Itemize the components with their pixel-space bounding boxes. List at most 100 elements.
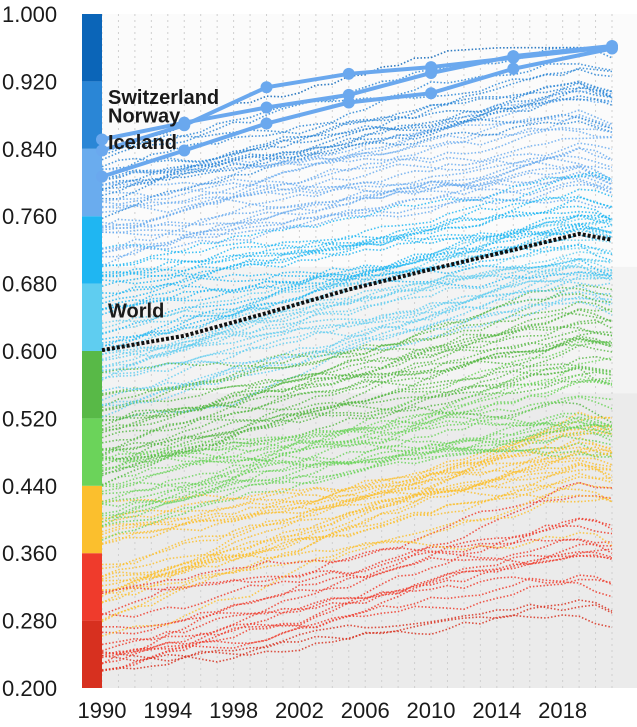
country-line <box>101 531 613 578</box>
country-line <box>101 476 613 587</box>
color-scale-segment <box>82 485 102 554</box>
country-line <box>101 468 613 591</box>
country-line <box>101 543 613 672</box>
country-line <box>101 89 613 220</box>
color-scale-segment <box>82 81 102 149</box>
x-tick-label: 2006 <box>341 698 390 723</box>
country-line <box>101 337 613 395</box>
country-line <box>101 424 613 523</box>
country-line <box>101 272 613 352</box>
country-line <box>101 482 613 621</box>
highlight-point <box>96 170 108 183</box>
country-line <box>101 257 613 421</box>
y-axis-ticks: 0.200 0.280 0.360 0.440 0.520 0.600 0.680 0.760… <box>2 2 57 701</box>
color-scale-segment <box>82 216 102 284</box>
country-line <box>101 257 613 381</box>
country-line <box>101 214 613 341</box>
country-line <box>101 599 613 671</box>
country-line <box>101 297 613 379</box>
country-line <box>101 431 613 603</box>
country-line <box>101 442 613 508</box>
y-tick-label: 0.680 <box>2 272 57 297</box>
country-line <box>101 340 613 467</box>
country-line <box>101 214 613 344</box>
country-line <box>102 412 613 486</box>
highlight-point <box>425 87 438 100</box>
series-label: Norway <box>108 106 181 128</box>
country-line <box>101 448 613 570</box>
country-line <box>101 265 613 372</box>
country-line <box>101 343 613 422</box>
x-tick-label: 1998 <box>209 698 258 723</box>
highlight-point <box>178 144 191 157</box>
country-line <box>101 555 613 652</box>
x-tick-label: 1994 <box>143 698 192 723</box>
country-lines <box>101 46 613 672</box>
color-scale-segment <box>82 553 102 621</box>
country-line <box>101 428 613 592</box>
country-line <box>101 218 613 347</box>
country-line <box>101 205 613 277</box>
country-line <box>101 357 613 528</box>
country-line <box>101 461 613 523</box>
country-line <box>101 120 613 181</box>
country-line <box>101 337 613 419</box>
color-scale-segment <box>82 283 102 351</box>
y-tick-label: 0.200 <box>2 676 57 701</box>
x-tick-label: 1990 <box>78 698 127 723</box>
country-line <box>101 244 613 283</box>
country-line <box>101 174 613 267</box>
color-scale-segment <box>82 418 102 486</box>
country-line <box>101 436 613 604</box>
country-line <box>101 517 613 635</box>
color-scale-bar <box>82 14 102 688</box>
country-line <box>101 230 613 356</box>
color-scale-segment <box>82 351 102 419</box>
country-line <box>101 126 613 231</box>
country-line <box>101 136 613 178</box>
country-line <box>101 271 613 295</box>
country-line <box>101 224 613 277</box>
country-line <box>101 86 613 200</box>
country-line <box>101 411 612 597</box>
highlight-point <box>178 119 191 132</box>
country-line <box>101 578 613 664</box>
country-line <box>101 483 613 533</box>
highlight-point <box>342 67 355 80</box>
country-line <box>101 183 613 255</box>
country-line <box>101 113 613 168</box>
country-line <box>102 576 613 630</box>
country-line <box>101 80 613 190</box>
x-tick-label: 2002 <box>275 698 324 723</box>
highlight-point <box>425 61 438 74</box>
country-line <box>101 266 613 362</box>
country-line <box>101 81 613 171</box>
country-line <box>101 614 613 662</box>
y-tick-label: 0.440 <box>2 474 57 499</box>
highlight-point <box>260 81 273 94</box>
country-line <box>101 554 613 659</box>
series-label: Iceland <box>108 132 177 154</box>
color-scale-segment <box>82 148 102 217</box>
y-tick-label: 0.840 <box>2 137 57 162</box>
country-line <box>101 63 613 157</box>
country-line <box>101 366 613 444</box>
country-line <box>101 463 613 582</box>
country-line <box>101 603 613 663</box>
y-tick-label: 0.520 <box>2 406 57 431</box>
highlight-point <box>96 133 108 146</box>
world-line <box>101 231 613 353</box>
country-line <box>101 155 613 250</box>
country-line <box>101 224 613 311</box>
country-line <box>101 395 613 462</box>
country-line <box>101 68 613 181</box>
y-tick-label: 1.000 <box>2 2 57 27</box>
country-line <box>101 459 613 546</box>
color-scale-segment <box>82 14 102 82</box>
x-axis-ticks: 1990 1994 1998 2002 2006 2010 2014 2018 <box>78 698 588 723</box>
series-label: World <box>108 300 164 322</box>
country-line <box>101 517 613 665</box>
country-line <box>101 415 613 463</box>
highlight-point <box>342 96 355 109</box>
